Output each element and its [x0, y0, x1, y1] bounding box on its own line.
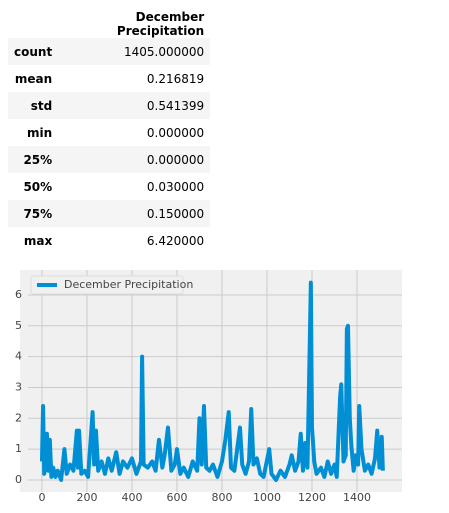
- x-tick-label: 400: [121, 491, 142, 504]
- row-label: 25%: [23, 152, 53, 167]
- x-tick-label: 1000: [253, 491, 281, 504]
- table-row: max 6.420000: [8, 227, 210, 254]
- legend-box: [30, 275, 184, 295]
- legend-label: December Precipitation: [64, 278, 193, 291]
- table-row: count 1405.000000: [8, 38, 211, 65]
- y-tick-label: 0: [15, 473, 22, 486]
- x-tick-label: 200: [76, 491, 97, 504]
- table-row: std 0.541399: [8, 92, 211, 119]
- cell-value: 0.216819: [146, 71, 205, 86]
- x-tick-label: 800: [211, 491, 232, 504]
- y-tick-label: 3: [15, 380, 22, 393]
- table-row: 25% 0.000000: [8, 146, 211, 173]
- cell-value: 0.030000: [146, 179, 205, 194]
- y-tick-label: 4: [15, 350, 22, 363]
- cell-value: 0.000000: [146, 125, 205, 140]
- table-row: min 0.000000: [8, 119, 210, 146]
- row-label: mean: [14, 71, 53, 86]
- header-row: December Precipitation: [8, 10, 210, 38]
- x-tick-label: 1400: [343, 491, 371, 504]
- y-tick-label: 2: [15, 411, 22, 424]
- x-tick-label: 600: [166, 491, 187, 504]
- row-label: 50%: [23, 179, 53, 194]
- row-label: std: [30, 98, 53, 113]
- y-tick-label: 1: [15, 442, 22, 455]
- cell-value: 6.420000: [146, 233, 205, 248]
- table-row: 75% 0.150000: [8, 200, 211, 227]
- x-tick-label: 0: [38, 491, 45, 504]
- row-label: 75%: [23, 206, 53, 221]
- x-tick-label: 1200: [298, 491, 326, 504]
- data-line: [39, 280, 385, 482]
- y-tick-label: 5: [15, 319, 22, 332]
- row-label: max: [23, 233, 53, 248]
- column-header: December Precipitation: [116, 10, 205, 38]
- table-row: 50% 0.030000: [8, 173, 210, 200]
- table-row: mean 0.216819: [8, 65, 210, 92]
- describe-table: December Precipitation count 1405.000000 m…: [8, 10, 211, 254]
- cell-value: 1405.000000: [124, 44, 205, 59]
- y-tick-label: 6: [15, 288, 22, 301]
- row-label: count: [14, 44, 53, 59]
- row-label: min: [27, 125, 53, 140]
- cell-value: 0.000000: [146, 152, 205, 167]
- cell-value: 0.150000: [146, 206, 205, 221]
- cell-value: 0.541399: [146, 98, 205, 113]
